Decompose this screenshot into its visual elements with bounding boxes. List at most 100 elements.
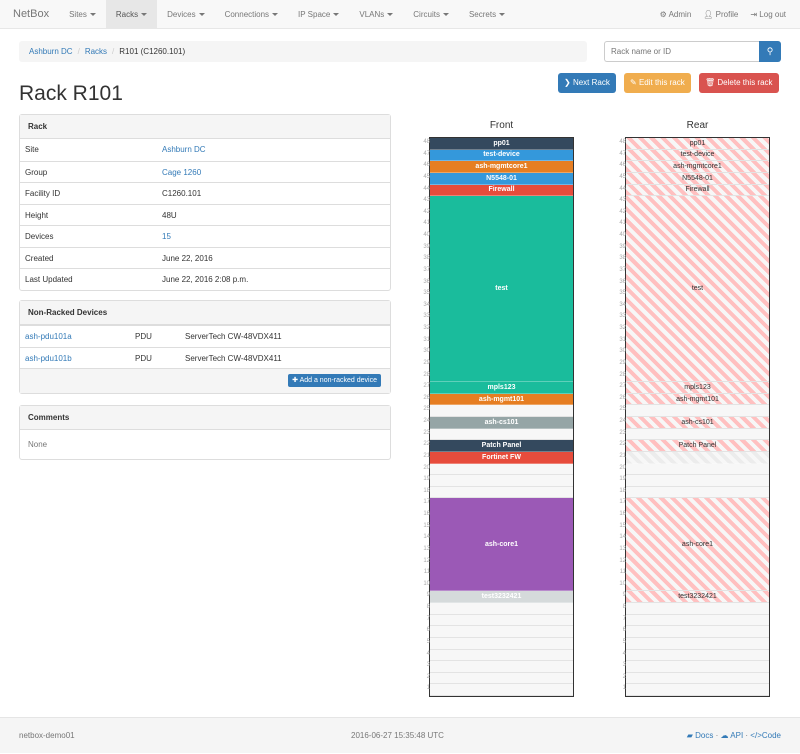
field-label: Height	[25, 210, 49, 220]
empty-unit[interactable]	[430, 614, 573, 627]
rack-device-rear[interactable]: ash-mgmt101	[626, 393, 769, 406]
empty-unit[interactable]	[430, 603, 573, 615]
nav-logout[interactable]: ⇥ Log out	[744, 0, 792, 29]
rack-rear: pp01 test-device ash-mgmtcore1 N5548-01 Fire…	[625, 137, 770, 697]
rack-device-rear[interactable]: Firewall	[626, 184, 769, 197]
empty-unit[interactable]	[626, 649, 769, 662]
code-link[interactable]: </>Code	[750, 731, 781, 740]
gear-icon: ⚙	[659, 9, 669, 19]
rack-device-rear[interactable]: test-device	[626, 149, 769, 162]
rack-device-rear[interactable]: pp01	[626, 138, 769, 150]
empty-unit[interactable]	[626, 475, 769, 487]
nav-label: Racks	[115, 9, 139, 19]
breadcrumb-site[interactable]: Ashburn DC	[29, 47, 73, 56]
nav-ip-space[interactable]: IP Space	[288, 0, 349, 29]
empty-unit[interactable]	[430, 486, 573, 499]
nav-secrets[interactable]: Secrets	[459, 0, 515, 29]
rack-device-front[interactable]: pp01	[430, 138, 573, 150]
empty-unit[interactable]	[626, 614, 769, 627]
nav-devices[interactable]: Devices	[157, 0, 214, 29]
breadcrumb-racks[interactable]: Racks	[84, 47, 108, 56]
empty-unit[interactable]	[430, 626, 573, 638]
unit-number: 47	[619, 150, 626, 157]
rack-device-rear[interactable]: ash-cs101	[626, 417, 769, 429]
empty-unit[interactable]	[626, 486, 769, 499]
nav-admin[interactable]: ⚙ Admin	[654, 0, 698, 29]
unit-number: 13	[423, 545, 430, 552]
empty-unit[interactable]	[626, 672, 769, 685]
rack-device-front[interactable]: N5548-01	[430, 172, 573, 185]
rack-device-front[interactable]: test-device	[430, 149, 573, 162]
rack-device-front[interactable]: test3232421	[430, 591, 573, 603]
empty-unit[interactable]	[626, 626, 769, 638]
brand-logo[interactable]: NetBox	[13, 8, 50, 20]
empty-unit[interactable]	[626, 603, 769, 615]
search-button[interactable]: ⚲	[759, 41, 781, 62]
rack-device-front[interactable]: ash-cs101	[430, 417, 573, 429]
nav-label: Secrets	[468, 9, 497, 19]
nav-vlans[interactable]: VLANs	[349, 0, 403, 29]
api-link[interactable]: ☁ API	[721, 731, 744, 740]
nav-label: Connections	[224, 9, 270, 19]
edit-rack-button[interactable]: ✎ Edit this rack	[624, 73, 691, 93]
unit-number: 40	[423, 232, 430, 238]
empty-unit[interactable]	[626, 405, 769, 417]
rack-device-front[interactable]: test	[430, 196, 573, 383]
empty-unit[interactable]	[430, 405, 573, 417]
empty-unit[interactable]	[626, 661, 769, 673]
empty-unit[interactable]	[430, 463, 573, 476]
unit-number: 42	[423, 208, 430, 215]
nav-connections[interactable]: Connections	[215, 0, 288, 29]
add-nonracked-device-button[interactable]: ✚ Add a non-racked device	[288, 374, 381, 387]
nav-sites[interactable]: Sites	[59, 0, 106, 29]
rack-device-rear[interactable]: Patch Panel	[626, 440, 769, 452]
rack-device-front[interactable]: Patch Panel	[430, 440, 573, 452]
rack-device-rear[interactable]: N5548-01	[626, 172, 769, 185]
unit-number: 43	[619, 197, 626, 204]
rack-device-front[interactable]: ash-core1	[430, 498, 573, 592]
field-value[interactable]: Ashburn DC	[162, 145, 206, 154]
empty-unit[interactable]	[626, 637, 769, 650]
rack-device-front[interactable]: ash-mgmtcore1	[430, 161, 573, 173]
button-label: Next Rack	[572, 78, 610, 87]
search-input[interactable]	[604, 41, 759, 62]
empty-unit[interactable]	[626, 684, 769, 696]
empty-unit[interactable]	[430, 684, 573, 696]
device-link[interactable]: ash-pdu101a	[25, 332, 72, 341]
unit-number: 39	[619, 243, 626, 250]
unit-number: 48	[619, 139, 626, 145]
book-icon: ▰	[686, 731, 696, 740]
caret-down-icon	[333, 12, 340, 16]
table-row: Last Updated June 22, 2016 2:08 p.m.	[20, 268, 390, 290]
empty-unit[interactable]	[430, 649, 573, 662]
device-link[interactable]: ash-pdu101b	[25, 353, 72, 363]
rack-device-front[interactable]: mpls123	[430, 382, 573, 394]
empty-unit[interactable]	[430, 672, 573, 685]
rack-device-front[interactable]: ash-mgmt101	[430, 393, 573, 406]
rack-device-rear[interactable]: test3232421	[626, 591, 769, 603]
rack-device-front[interactable]: Firewall	[430, 184, 573, 197]
nav-profile[interactable]: 👤︎ Profile	[697, 0, 744, 29]
device-type: ServerTech CW-48VDX411	[185, 332, 282, 341]
unit-number: 12	[619, 557, 626, 564]
empty-unit[interactable]	[430, 661, 573, 673]
nav-circuits[interactable]: Circuits	[403, 0, 459, 29]
empty-unit[interactable]	[626, 428, 769, 441]
rack-device-front[interactable]: Fortinet FW	[430, 451, 573, 464]
empty-unit[interactable]	[430, 475, 573, 487]
rack-device-rear[interactable]: ash-mgmtcore1	[626, 161, 769, 173]
field-value[interactable]: 15	[162, 232, 171, 241]
nav-racks[interactable]: Racks	[105, 0, 158, 29]
link-label: API	[730, 731, 744, 740]
empty-unit[interactable]	[626, 463, 769, 476]
docs-link[interactable]: ▰ Docs	[687, 731, 714, 740]
delete-rack-button[interactable]: 🗑︎ Delete this rack	[699, 73, 779, 93]
rack-device-rear[interactable]: mpls123	[626, 382, 769, 394]
next-rack-button[interactable]: ❯ Next Rack	[558, 73, 616, 93]
rack-device-rear[interactable]: ash-core1	[626, 498, 769, 592]
field-value[interactable]: Cage 1260	[162, 167, 202, 177]
unit-number: 8	[426, 604, 430, 610]
empty-unit[interactable]	[430, 637, 573, 650]
empty-unit[interactable]	[430, 428, 573, 441]
rack-device-rear[interactable]: test	[626, 196, 769, 383]
